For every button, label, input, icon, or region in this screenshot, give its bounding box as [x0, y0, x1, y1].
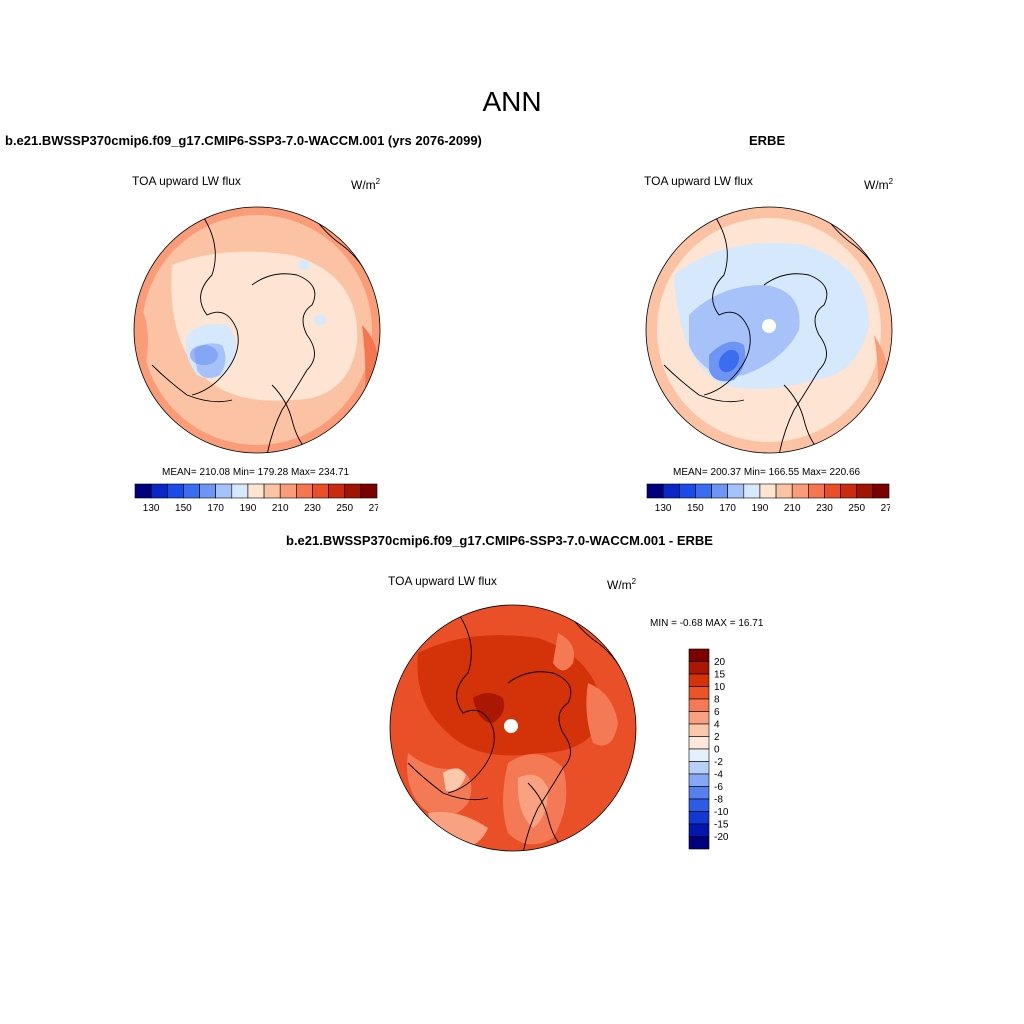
- colorbar-tick-label: 0: [714, 745, 720, 756]
- panel3-stats: MIN = -0.68 MAX = 16.71: [650, 618, 764, 629]
- colorbar-tick-label: -2: [714, 757, 723, 768]
- colorbar-tick-label: -6: [714, 782, 723, 793]
- colorbar-box: [688, 811, 710, 825]
- colorbar-tick-label: 270: [369, 503, 378, 514]
- colorbar-box: [688, 648, 710, 662]
- colorbar-box: [215, 483, 233, 499]
- colorbar-box: [183, 483, 200, 499]
- colorbar-tick-label: -20: [714, 832, 729, 843]
- panel2-map: [645, 206, 893, 454]
- colorbar-box: [688, 698, 710, 712]
- colorbar-box: [688, 823, 710, 837]
- panel1-stats: MEAN= 210.08 Min= 179.28 Max= 234.71: [162, 467, 350, 478]
- colorbar-tick-label: 10: [714, 682, 726, 693]
- colorbar-tick-label: 150: [175, 503, 192, 514]
- colorbar-box: [312, 483, 329, 499]
- colorbar-box: [759, 483, 777, 499]
- panel3-map: [389, 604, 637, 852]
- colorbar-tick-label: 210: [784, 503, 801, 514]
- colorbar-tick-label: 190: [752, 503, 769, 514]
- colorbar-box: [279, 483, 297, 499]
- colorbar-box: [247, 483, 265, 499]
- colorbar-box: [646, 483, 664, 499]
- colorbar-tick-label: 2: [714, 732, 720, 743]
- colorbar-tick-label: 210: [272, 503, 289, 514]
- colorbar-box: [727, 483, 745, 499]
- colorbar-box: [662, 483, 680, 499]
- panel2-units: W/m2: [864, 177, 894, 192]
- colorbar-tick-label: -15: [714, 820, 729, 831]
- colorbar-tick-label: 15: [714, 670, 726, 681]
- panel3-case-title: b.e21.BWSSP370cmip6.f09_g17.CMIP6-SSP3-7…: [286, 533, 713, 548]
- colorbar-box: [872, 483, 890, 499]
- colorbar-tick-label: 150: [687, 503, 704, 514]
- colorbar-tick-label: 250: [848, 503, 865, 514]
- colorbar-box: [688, 836, 710, 850]
- colorbar-box: [688, 723, 710, 737]
- colorbar-tick-label: 190: [240, 503, 257, 514]
- colorbar-box: [688, 711, 710, 725]
- colorbar-tick-label: 230: [304, 503, 321, 514]
- colorbar-box: [775, 483, 793, 499]
- colorbar-box: [231, 483, 249, 499]
- panel1-variable-label: TOA upward LW flux: [132, 174, 241, 188]
- colorbar-box: [824, 483, 841, 499]
- colorbar-box: [791, 483, 809, 499]
- colorbar-box: [688, 661, 710, 675]
- colorbar-box: [688, 673, 710, 687]
- colorbar-box: [199, 483, 216, 499]
- colorbar-box: [711, 483, 728, 499]
- colorbar-box: [166, 483, 184, 499]
- colorbar-tick-label: 6: [714, 707, 720, 718]
- panel2-colorbar: 130 150 170 190 210 230 250 270: [646, 483, 890, 514]
- colorbar-box: [688, 736, 710, 750]
- colorbar-box: [134, 483, 152, 499]
- colorbar-box: [808, 483, 825, 499]
- colorbar-tick-label: 170: [207, 503, 224, 514]
- colorbar-box: [344, 483, 362, 499]
- colorbar-box: [856, 483, 874, 499]
- colorbar-tick-label: 170: [719, 503, 736, 514]
- colorbar-tick-label: 4: [714, 720, 720, 731]
- colorbar-tick-label: -8: [714, 795, 723, 806]
- colorbar-box: [688, 773, 710, 787]
- colorbar-tick-label: -10: [714, 807, 729, 818]
- panel3-variable-label: TOA upward LW flux: [388, 574, 497, 588]
- colorbar-box: [840, 483, 858, 499]
- panel2-case-title: ERBE: [749, 133, 786, 148]
- panel2-stats: MEAN= 200.37 Min= 166.55 Max= 220.66: [673, 467, 861, 478]
- season-title: ANN: [482, 86, 542, 117]
- colorbar-box: [678, 483, 696, 499]
- colorbar-tick-label: 20: [714, 657, 726, 668]
- colorbar-tick-label: -4: [714, 770, 723, 781]
- panel1-case-title: b.e21.BWSSP370cmip6.f09_g17.CMIP6-SSP3-7…: [5, 133, 482, 148]
- colorbar-box: [688, 748, 710, 762]
- panel1-map: [133, 206, 381, 454]
- colorbar-tick-label: 130: [655, 503, 672, 514]
- colorbar-box: [328, 483, 346, 499]
- colorbar-box: [263, 483, 281, 499]
- colorbar-tick-label: 270: [881, 503, 890, 514]
- colorbar-box: [150, 483, 168, 499]
- colorbar-box: [296, 483, 313, 499]
- colorbar-tick-label: 250: [336, 503, 353, 514]
- colorbar-tick-label: 230: [816, 503, 833, 514]
- colorbar-box: [743, 483, 761, 499]
- colorbar-box: [688, 686, 710, 700]
- colorbar-box: [688, 761, 710, 775]
- colorbar-box: [688, 798, 710, 812]
- colorbar-box: [688, 786, 710, 800]
- colorbar-box: [360, 483, 378, 499]
- panel1-colorbar: 130 150 170 190 210 230 250 270: [134, 483, 378, 514]
- colorbar-box: [695, 483, 712, 499]
- panel1-units: W/m2: [351, 177, 381, 192]
- panel3-units: W/m2: [607, 577, 637, 592]
- colorbar-tick-label: 130: [143, 503, 160, 514]
- panel2-variable-label: TOA upward LW flux: [644, 174, 753, 188]
- colorbar-tick-label: 8: [714, 695, 720, 706]
